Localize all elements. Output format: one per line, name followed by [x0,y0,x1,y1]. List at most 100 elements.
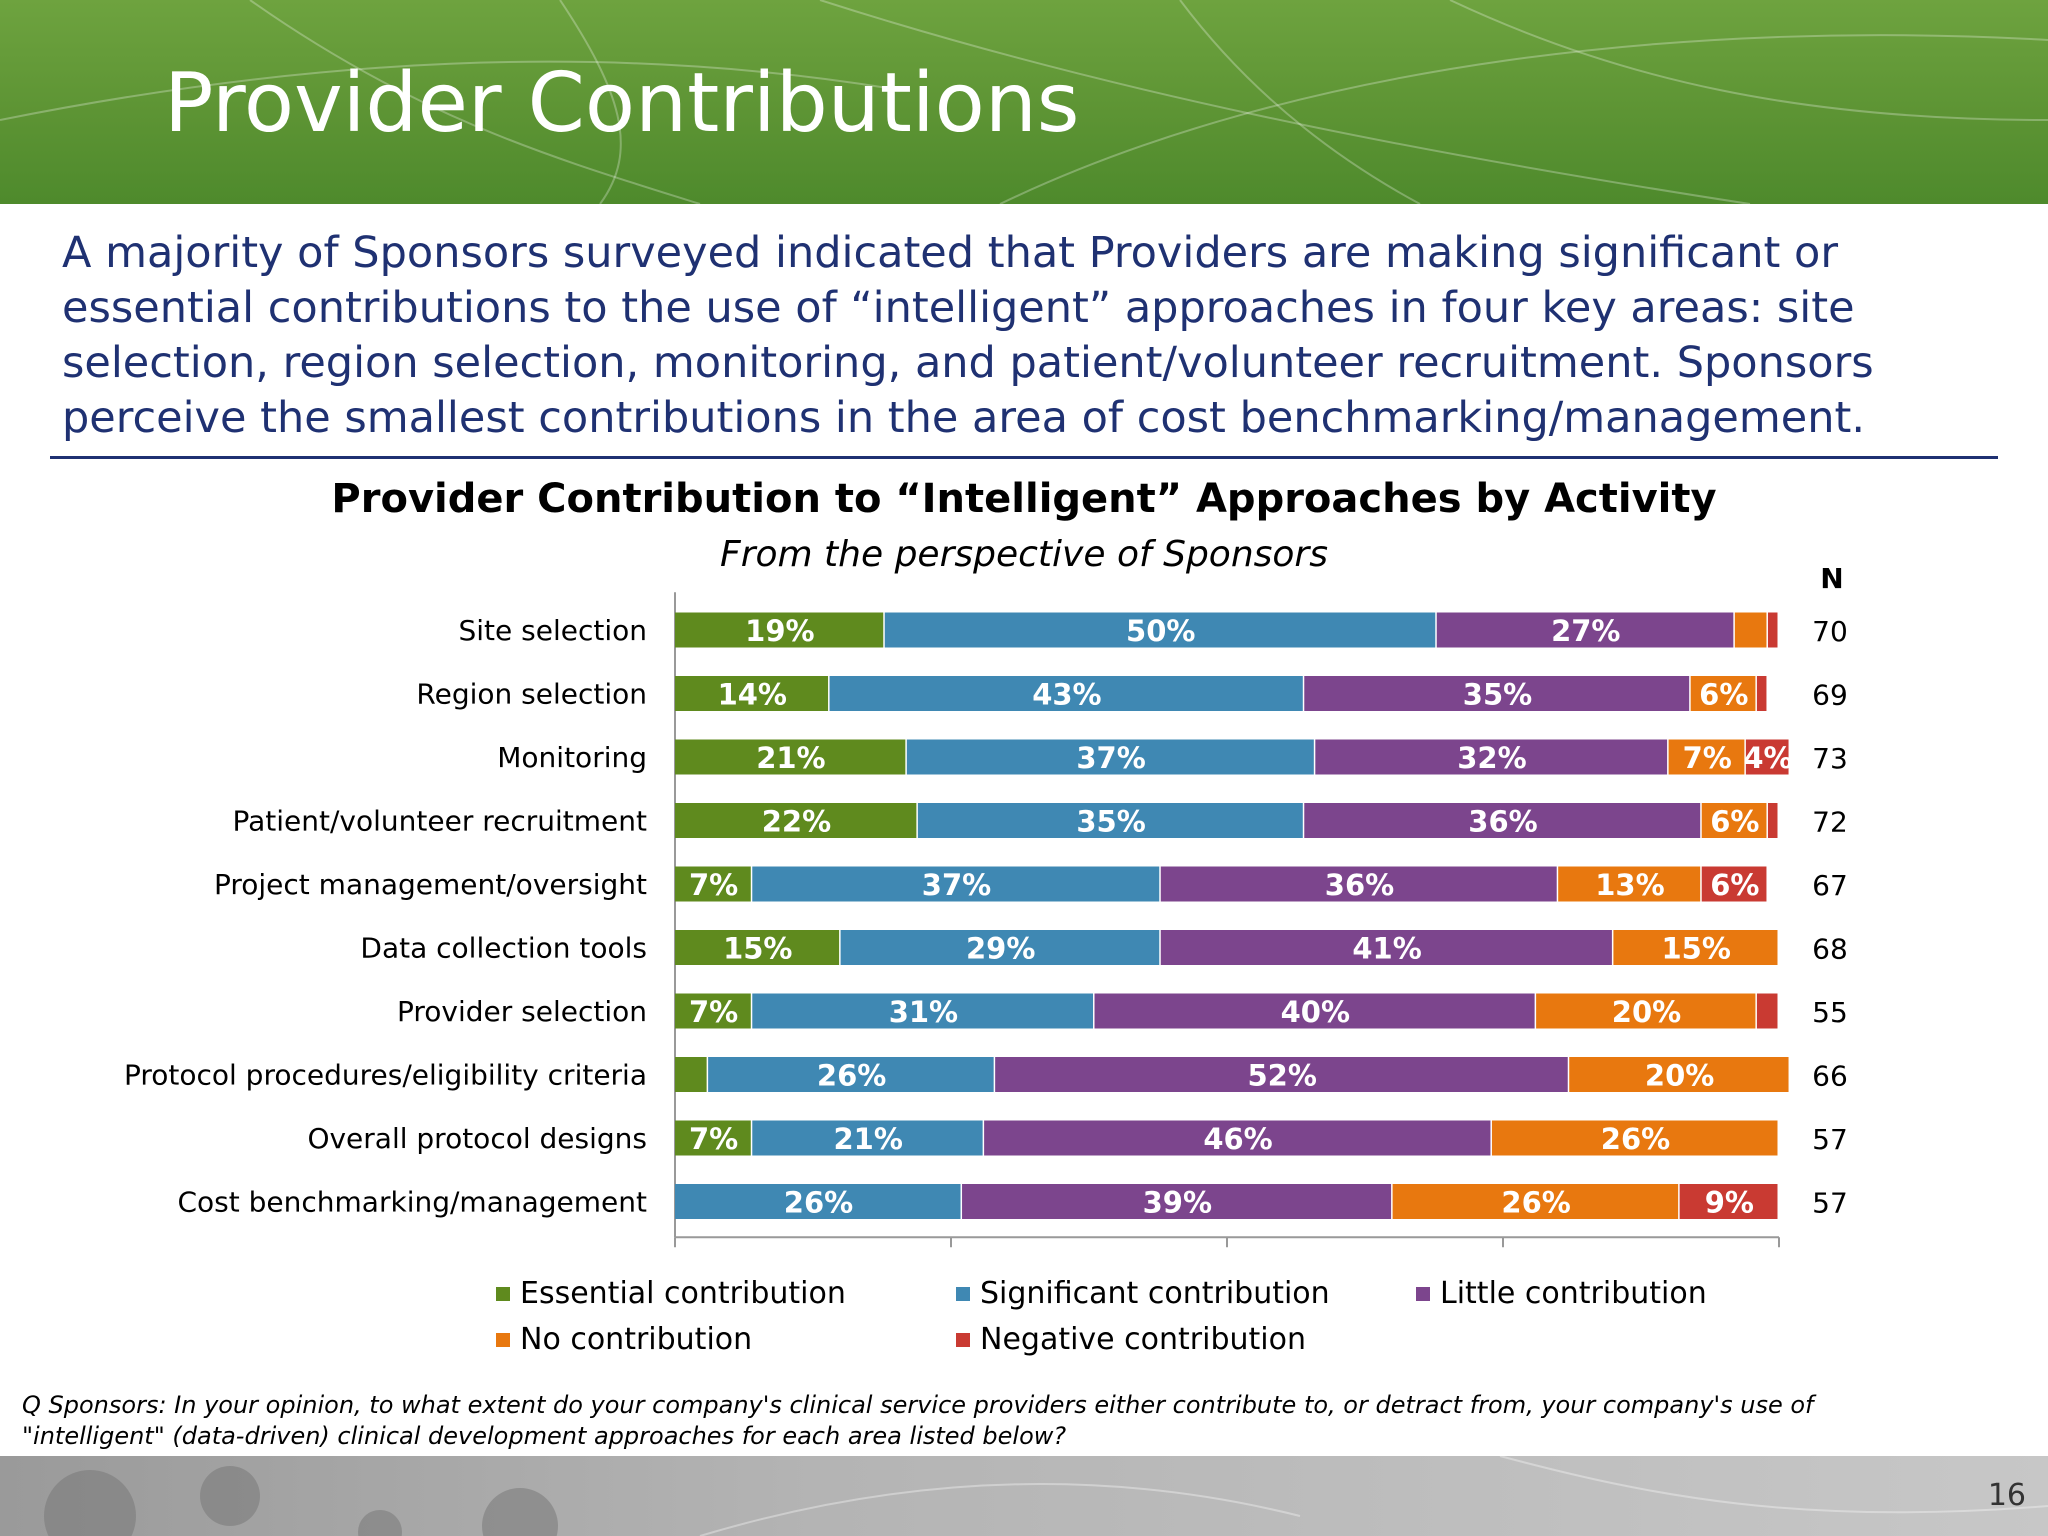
data-label: 37% [922,868,991,902]
chart-title: Provider Contribution to “Intelligent” A… [331,476,1717,522]
data-label: 36% [1468,805,1537,839]
bar-segment [1315,739,1668,775]
data-label: 26% [1601,1122,1670,1156]
data-label: 20% [1645,1059,1714,1093]
slide-title: Provider Contributions [164,56,1080,151]
bar-segment [984,1120,1491,1156]
footer-decoration [44,1456,2048,1536]
bar-segment [752,1120,983,1156]
bar-segment [1536,993,1756,1029]
category-label: Monitoring [497,741,647,774]
bar-segment [675,993,751,1029]
n-value: 69 [1812,679,1848,712]
data-label: 4% [1743,741,1792,775]
data-label: 27% [1551,614,1620,648]
data-label: 52% [1247,1059,1316,1093]
bar-segment [1734,612,1767,648]
bar-segment [1392,1184,1679,1219]
data-label: 21% [833,1122,902,1156]
bar-segment [1701,803,1767,838]
bar-segment [1679,1184,1778,1219]
data-label: 46% [1203,1122,1272,1156]
bar-segment [675,803,917,838]
data-label: 39% [1143,1186,1212,1220]
data-label: 29% [966,932,1035,966]
header-decoration [0,0,2048,204]
data-label: 6% [1699,678,1748,712]
bar-segment [884,612,1436,648]
n-column-header: N [1820,562,1844,595]
data-label: 26% [1501,1186,1570,1220]
bar-segment [675,612,884,648]
data-label: 6% [1710,805,1759,839]
bar-segment [675,739,906,775]
intro-text: A majority of Sponsors surveyed indicate… [62,228,1874,443]
data-label: 7% [689,1122,738,1156]
bar-segment [1304,803,1701,838]
bar-segment [752,993,1094,1029]
category-label: Region selection [416,678,647,711]
bar-segment [675,1120,751,1156]
data-label: 14% [718,678,787,712]
bar-segment [675,1184,961,1219]
data-label: 19% [745,614,814,648]
bar-segment [675,866,751,902]
bar-segment [1491,1120,1778,1156]
n-value: 72 [1812,806,1848,839]
n-value: 55 [1812,996,1848,1029]
bar-segment [1690,676,1756,711]
data-label: 32% [1457,741,1526,775]
data-label: 36% [1325,868,1394,902]
data-label: 37% [1076,741,1145,775]
bar-segment [1756,676,1767,711]
bar-segment [1613,930,1778,965]
category-label: Overall protocol designs [307,1122,647,1155]
category-label: Protocol procedures/eligibility criteria [124,1059,647,1092]
legend-swatch [496,1332,510,1347]
bar-segment [708,1057,994,1092]
category-label: Cost benchmarking/management [178,1186,648,1219]
header-banner [0,0,2048,204]
n-value: 70 [1812,615,1848,648]
data-label: 15% [1661,932,1730,966]
data-label: 7% [689,868,738,902]
data-label: 31% [889,995,958,1029]
bar-segment [906,739,1314,775]
bar-segment [1304,676,1690,711]
legend-label: Negative contribution [980,1322,1306,1357]
bar-segment [1160,930,1612,965]
data-label: 15% [723,932,792,966]
data-label: 21% [756,741,825,775]
n-value: 73 [1812,742,1848,775]
bar-segment [829,676,1303,711]
bar-segment [1160,866,1557,902]
bar-segment [1436,612,1734,648]
data-label: 6% [1710,868,1759,902]
bar-segment [840,930,1160,965]
data-label: 7% [1683,741,1732,775]
bar-segment [1701,866,1767,902]
data-label: 40% [1281,995,1350,1029]
chart-subtitle: From the perspective of Sponsors [720,534,1328,575]
bar-segment [917,803,1303,838]
legend-swatch [956,1332,970,1347]
data-label: 9% [1705,1186,1754,1220]
data-label: 50% [1126,614,1195,648]
legend-item: Negative contribution [956,1322,1306,1357]
n-value: 57 [1812,1187,1848,1220]
bar-segment [1668,739,1745,775]
data-label: 20% [1612,995,1681,1029]
bar-segment [1756,993,1778,1029]
bar-segment [1767,803,1778,838]
survey-question-footnote: Q Sponsors: In your opinion, to what ext… [22,1391,1814,1450]
category-label: Site selection [458,614,647,647]
legend-item: No contribution [496,1322,752,1357]
n-value: 57 [1812,1123,1848,1156]
stacked-bar-chart: Site selection 70 19% 50% 27% Region selectio… [124,592,1848,1248]
category-label: Data collection tools [360,932,647,965]
data-label: 26% [817,1059,886,1093]
bar-segment [1745,739,1789,775]
bar-segment [962,1184,1392,1219]
n-value: 67 [1812,869,1848,902]
bar-segment [1558,866,1701,902]
